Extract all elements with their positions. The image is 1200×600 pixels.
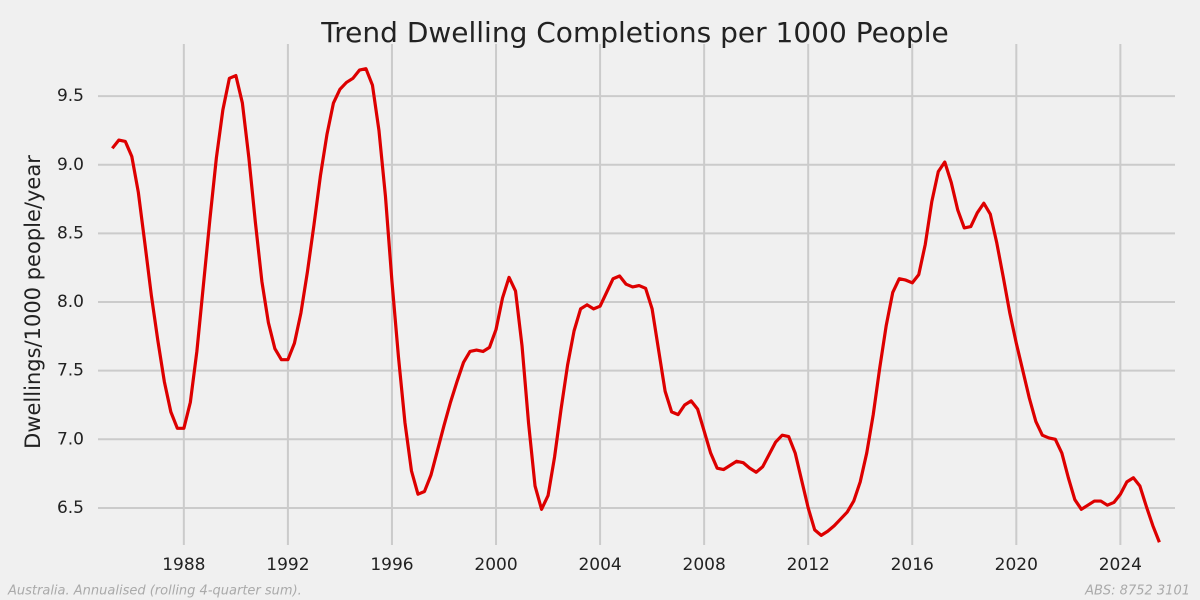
x-tick-label: 2024: [1099, 555, 1142, 575]
x-tick-label: 2008: [683, 555, 726, 575]
x-tick-label: 2016: [891, 555, 934, 575]
x-tick-label: 1992: [266, 555, 309, 575]
y-tick-label: 9.0: [57, 155, 84, 175]
y-tick-label: 6.5: [57, 498, 84, 518]
x-tick-label: 2012: [787, 555, 830, 575]
x-tick-label: 1996: [370, 555, 413, 575]
footnote-right: ABS: 8752 3101: [1084, 584, 1190, 599]
y-axis-label: Dwellings/1000 people/year: [21, 155, 45, 449]
y-tick-label: 7.0: [57, 429, 84, 449]
footnote-left: Australia. Annualised (rolling 4-quarter…: [7, 584, 302, 599]
y-tick-label: 7.5: [57, 361, 84, 381]
chart-title: Trend Dwelling Completions per 1000 Peop…: [320, 16, 948, 49]
x-tick-label: 1988: [162, 555, 205, 575]
x-tick-label: 2004: [578, 555, 621, 575]
x-tick-label: 2020: [995, 555, 1038, 575]
y-tick-label: 8.5: [57, 223, 84, 243]
y-tick-label: 9.5: [57, 86, 84, 106]
y-tick-label: 8.0: [57, 292, 84, 312]
data-line: [111, 67, 1161, 543]
x-tick-label: 2000: [474, 555, 517, 575]
